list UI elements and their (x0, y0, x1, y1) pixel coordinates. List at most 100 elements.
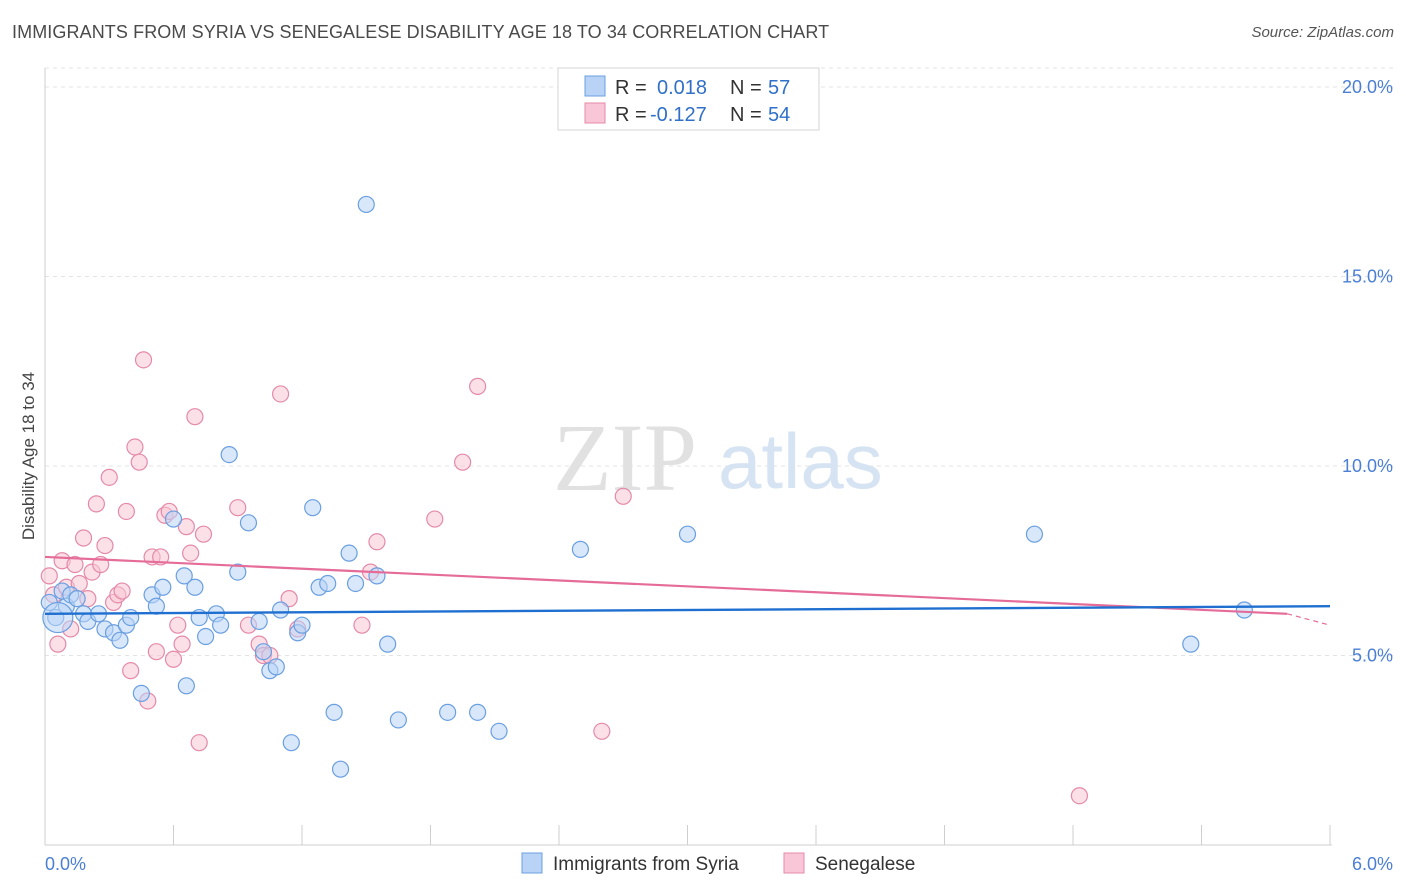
syria-point (678, 525, 697, 543)
bottom-legend-label-syria: Immigrants from Syria (553, 854, 739, 875)
syria-point (42, 601, 74, 634)
trend-line-senegalese (44, 555, 1288, 615)
y-tick-label: 10.0% (1342, 456, 1393, 476)
senegalese-point (426, 510, 444, 528)
syria-point (164, 510, 183, 528)
legend-r-label-syria: R = (615, 77, 647, 99)
syria-point (1025, 525, 1044, 543)
syria-point (389, 711, 407, 729)
senegalese-point (152, 548, 170, 566)
syria-point (229, 563, 247, 581)
syria-point (132, 684, 150, 702)
senegalese-point (113, 582, 131, 600)
syria-point (212, 616, 230, 634)
syria-point (325, 703, 343, 721)
x-ticks (44, 825, 1331, 845)
syria-point (254, 643, 273, 661)
senegalese-point (186, 408, 204, 426)
senegalese-point (122, 662, 140, 680)
svg-text:N =: N = (730, 104, 762, 126)
senegalese-point (368, 533, 386, 551)
senegalese-point (229, 499, 247, 517)
senegalese-point (177, 518, 195, 536)
senegalese-point (49, 635, 67, 653)
syria-point (147, 597, 165, 615)
senegalese-point (190, 734, 208, 752)
syria-point (571, 540, 590, 558)
syria-point (340, 544, 358, 562)
y-tick-labels: 5.0% 10.0% 15.0% 20.0% (1342, 77, 1393, 666)
senegalese-point (194, 525, 213, 543)
syria-point (186, 578, 204, 596)
senegalese-point (280, 590, 298, 608)
syria-point (197, 627, 215, 646)
y-tick-label: 5.0% (1352, 645, 1393, 665)
syria-point (68, 590, 86, 608)
legend-swatch-syria (584, 75, 606, 97)
senegalese-point (469, 377, 487, 395)
legend-n-value-senegalese: 54 (768, 104, 790, 126)
legend-n-label-syria: N = (730, 77, 762, 99)
syria-point (122, 608, 140, 627)
y-tick-label: 15.0% (1342, 266, 1393, 286)
x-tick-label-max: 6.0% (1352, 854, 1393, 874)
syria-point (490, 722, 508, 740)
syria-point (271, 601, 290, 619)
senegalese-point (147, 643, 165, 661)
legend: R = 0.018 N = 57 R = -0.127 N = 54 (557, 67, 820, 131)
syria-point (267, 658, 285, 676)
senegalese-point (169, 616, 187, 634)
trend-lines (44, 555, 1331, 626)
svg-text:R =: R = (615, 104, 647, 126)
senegalese-point (164, 650, 183, 668)
senegalese-point (74, 529, 93, 547)
bottom-legend-swatch-senegalese (783, 852, 805, 874)
syria-point (304, 499, 322, 517)
grid (45, 67, 1393, 656)
bottom-legend-label-senegalese: Senegalese (815, 854, 915, 875)
svg-text:0.018: 0.018 (657, 77, 707, 99)
svg-text:-0.127: -0.127 (650, 104, 707, 126)
bottom-legend: Immigrants from Syria Senegalese (521, 852, 915, 875)
syria-point (346, 574, 365, 593)
senegalese-point (353, 616, 371, 634)
syria-point (220, 446, 238, 464)
legend-n-value-syria: 57 (768, 77, 790, 99)
syria-point (1182, 635, 1200, 653)
syria-point (177, 677, 195, 695)
legend-swatch-senegalese (584, 102, 606, 124)
trend-line-senegalese-extension (1287, 613, 1331, 626)
senegalese-point (100, 468, 118, 486)
legend-r-value-senegalese: -0.127 (650, 104, 707, 126)
senegalese-point (40, 567, 58, 585)
y-axis-label: Disability Age 18 to 34 (19, 372, 38, 540)
syria-point (357, 195, 375, 214)
watermark-atlas: atlas (718, 417, 883, 505)
senegalese-point (614, 487, 632, 505)
senegalese-point (117, 502, 135, 521)
syria-point (154, 578, 172, 596)
syria-point (1235, 601, 1253, 619)
trend-line-syria (44, 605, 1331, 615)
svg-text:R =: R = (615, 77, 647, 99)
senegalese-point (1070, 787, 1089, 805)
syria-point (469, 703, 487, 721)
senegalese-point (96, 536, 114, 555)
senegalese-point (66, 555, 84, 574)
senegalese-point (134, 351, 153, 369)
senegalese-point (130, 453, 148, 471)
legend-n-label-senegalese: N = (730, 104, 762, 126)
svg-text:57: 57 (768, 77, 790, 99)
senegalese-point (454, 453, 472, 471)
senegalese-point (173, 635, 191, 653)
syria-point (439, 703, 457, 721)
legend-r-label-senegalese: R = (615, 104, 647, 126)
syria-point (239, 514, 258, 532)
svg-text:54: 54 (768, 104, 790, 126)
syria-point (282, 734, 300, 752)
syria-point (175, 567, 193, 585)
syria-point (331, 760, 350, 778)
syria-point (379, 635, 397, 653)
syria-point (293, 616, 311, 634)
